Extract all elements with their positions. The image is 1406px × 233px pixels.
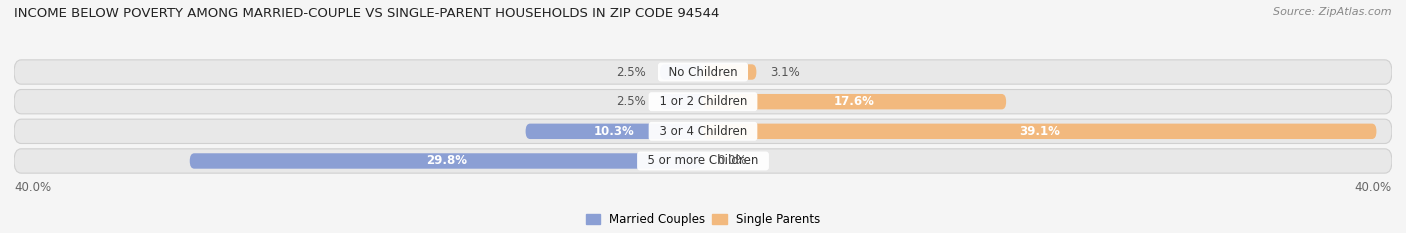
Text: 17.6%: 17.6% <box>834 95 875 108</box>
FancyBboxPatch shape <box>526 124 703 139</box>
Text: Source: ZipAtlas.com: Source: ZipAtlas.com <box>1274 7 1392 17</box>
Text: 3 or 4 Children: 3 or 4 Children <box>651 125 755 138</box>
FancyBboxPatch shape <box>14 60 1392 84</box>
Text: 10.3%: 10.3% <box>593 125 634 138</box>
Text: 29.8%: 29.8% <box>426 154 467 168</box>
Text: 0.0%: 0.0% <box>717 154 747 168</box>
FancyBboxPatch shape <box>703 64 756 80</box>
Text: INCOME BELOW POVERTY AMONG MARRIED-COUPLE VS SINGLE-PARENT HOUSEHOLDS IN ZIP COD: INCOME BELOW POVERTY AMONG MARRIED-COUPL… <box>14 7 720 20</box>
Legend: Married Couples, Single Parents: Married Couples, Single Parents <box>581 208 825 231</box>
Text: 5 or more Children: 5 or more Children <box>640 154 766 168</box>
Text: 40.0%: 40.0% <box>1355 181 1392 194</box>
FancyBboxPatch shape <box>703 94 1007 109</box>
Text: 39.1%: 39.1% <box>1019 125 1060 138</box>
FancyBboxPatch shape <box>14 89 1392 114</box>
FancyBboxPatch shape <box>14 149 1392 173</box>
FancyBboxPatch shape <box>703 124 1376 139</box>
Text: 1 or 2 Children: 1 or 2 Children <box>651 95 755 108</box>
Text: 2.5%: 2.5% <box>616 95 647 108</box>
Text: 40.0%: 40.0% <box>14 181 51 194</box>
FancyBboxPatch shape <box>14 119 1392 144</box>
FancyBboxPatch shape <box>659 94 703 109</box>
Text: No Children: No Children <box>661 65 745 79</box>
FancyBboxPatch shape <box>190 153 703 169</box>
FancyBboxPatch shape <box>659 64 703 80</box>
Text: 2.5%: 2.5% <box>616 65 647 79</box>
Text: 3.1%: 3.1% <box>770 65 800 79</box>
